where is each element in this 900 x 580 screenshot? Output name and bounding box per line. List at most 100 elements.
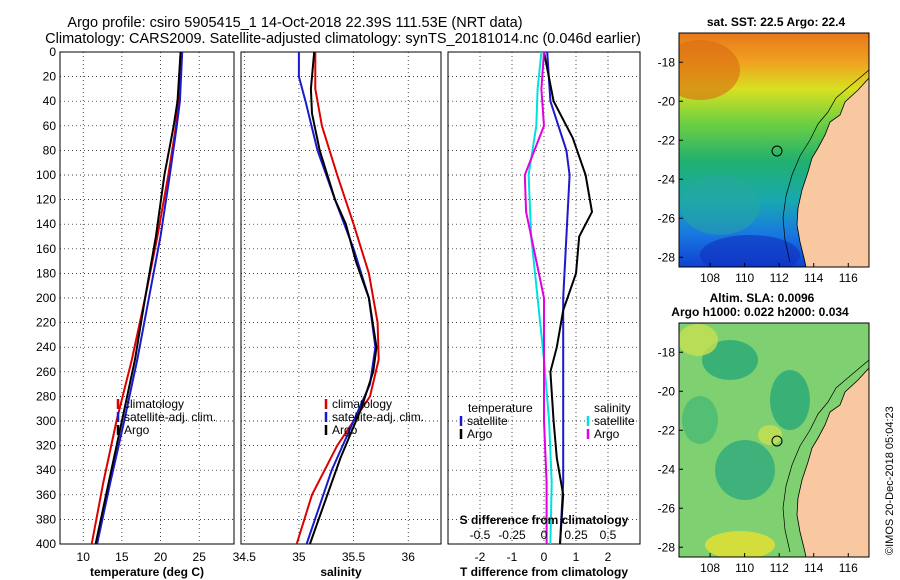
x-tick-label: 20 — [154, 550, 168, 564]
salinity-panel: 34.5 35 35.5 36 salinity climatologysatellite… — [233, 51, 442, 579]
y-tick-label: 200 — [36, 291, 56, 305]
y-tick-label: 80 — [43, 143, 57, 157]
y-tick-label: 260 — [36, 365, 56, 379]
map-y-tick-label: -20 — [658, 384, 676, 398]
x2-tick-label: -0.5 — [470, 528, 491, 542]
sla-argo-marker — [771, 435, 783, 447]
legend-label: climatology — [124, 397, 184, 411]
y-tick-label: 360 — [36, 488, 56, 502]
map-y-tick-label: -28 — [658, 250, 676, 264]
x2-axis-label: S difference from climatology — [460, 513, 629, 527]
y-tick-label: 380 — [36, 512, 56, 526]
temperature-panel: 0 20 40 60 80 100 120 140 160 180 200 220 240 260 280 3… — [36, 45, 235, 579]
sla-low-1 — [702, 340, 758, 380]
x-tick-label: 10 — [77, 550, 91, 564]
map-x-tick-label: 108 — [700, 561, 720, 575]
x-tick-label: 15 — [115, 550, 129, 564]
legend-label: Argo — [332, 423, 358, 437]
map-y-tick-label: -26 — [658, 211, 676, 225]
map-x-tick-label: 110 — [735, 561, 754, 575]
y-tick-label: 140 — [36, 217, 56, 231]
series-climatology — [295, 52, 380, 545]
map-y-tick-label: -24 — [658, 462, 676, 476]
series-satellite-adj-clim- — [96, 51, 184, 545]
sst-map-title: sat. SST: 22.5 Argo: 22.4 — [707, 15, 846, 29]
y-tick-label: 300 — [36, 414, 56, 428]
sla-map-axes: 108 110 112 114 116 -18 -20 -22 -24 -26 -28 — [658, 345, 859, 575]
x-axis-label: salinity — [320, 565, 362, 579]
map-x-tick-label: 112 — [770, 271, 789, 285]
sla-low-4 — [682, 396, 718, 444]
legend-label: Argo — [124, 423, 150, 437]
sst-map-axes: 108 110 112 114 116 -18 -20 -22 -24 -26 -28 — [658, 55, 859, 285]
y-tick-label: 100 — [36, 168, 56, 182]
x-tick-label: -2 — [475, 550, 486, 564]
sla-low-2 — [770, 370, 810, 430]
x-tick-label: 1 — [573, 550, 580, 564]
title-line-2: Climatology: CARS2009. Satellite-adjuste… — [45, 31, 641, 47]
y-tick-label: 280 — [36, 389, 56, 403]
map-y-tick-label: -22 — [658, 423, 676, 437]
map-x-tick-label: 116 — [839, 271, 858, 285]
sla-shelf-contour — [782, 359, 869, 553]
map-y-tick-label: -18 — [658, 55, 676, 69]
legend-label: satellite-adj. clim. — [332, 410, 424, 424]
sla-low-3 — [715, 440, 775, 500]
difference-panel: -2 -1 0 1 2T difference from climatology temp… — [447, 51, 641, 579]
sla-high-2 — [705, 531, 775, 557]
sla-map-title-2: Argo h1000: 0.022 h2000: 0.034 — [671, 305, 849, 319]
y-tick-label: 320 — [36, 439, 56, 453]
sst-cold-patch — [700, 235, 800, 267]
x-tick-label: 0 — [541, 550, 548, 564]
map-y-tick-label: -18 — [658, 345, 676, 359]
y-tick-label: 220 — [36, 316, 56, 330]
legend-label: satellite — [594, 414, 635, 428]
map-x-tick-label: 114 — [804, 271, 823, 285]
series-argo — [94, 51, 182, 545]
x-tick-label: 2 — [605, 550, 612, 564]
sst-land — [796, 77, 869, 267]
legend-label: climatology — [332, 397, 392, 411]
title-line-1: Argo profile: csiro 5905415_1 14-Oct-201… — [67, 15, 522, 31]
y-tick-label: 120 — [36, 193, 56, 207]
legend-title: temperature — [468, 401, 533, 415]
x-tick-label: 34.5 — [233, 550, 257, 564]
legend-label: Argo — [467, 427, 493, 441]
sst-cool-patch — [680, 175, 760, 235]
legend-title: salinity — [594, 401, 631, 415]
sst-warm-patch — [679, 40, 740, 100]
x2-tick-label: -0.25 — [498, 528, 526, 542]
map-x-tick-label: 116 — [839, 561, 858, 575]
map-x-tick-label: 108 — [700, 271, 720, 285]
series-argo — [308, 51, 378, 545]
map-y-tick-label: -24 — [658, 172, 676, 186]
sst-shelf-contour — [782, 69, 869, 263]
sla-land — [796, 367, 869, 557]
map-y-tick-label: -20 — [658, 94, 676, 108]
x-tick-label: 35 — [292, 550, 306, 564]
x-axis-label: T difference from climatology — [460, 565, 628, 579]
series-s-satellite — [527, 51, 553, 545]
sla-map-frame — [678, 322, 870, 558]
sst-map — [679, 33, 869, 267]
map-x-tick-label: 110 — [735, 271, 754, 285]
x-tick-label: -1 — [507, 550, 518, 564]
x2-tick-label: 0.25 — [564, 528, 588, 542]
x-tick-label: 35.5 — [342, 550, 366, 564]
sst-map-frame — [678, 32, 870, 268]
series-satellite-adj-clim- — [297, 52, 377, 545]
sla-map-title-1: Altim. SLA: 0.0096 — [710, 291, 815, 305]
legend-label: satellite-adj. clim. — [124, 410, 216, 424]
map-y-tick-label: -22 — [658, 133, 676, 147]
x-tick-label: 36 — [402, 550, 416, 564]
legend-label: satellite — [467, 414, 508, 428]
y-tick-label: 400 — [36, 537, 56, 551]
y-tick-label: 340 — [36, 463, 56, 477]
y-tick-label: 60 — [43, 119, 57, 133]
panel-frame — [240, 51, 442, 545]
map-y-tick-label: -26 — [658, 501, 676, 515]
x-tick-label: 25 — [193, 550, 207, 564]
series-s-argo — [523, 51, 548, 544]
y-tick-label: 180 — [36, 266, 56, 280]
